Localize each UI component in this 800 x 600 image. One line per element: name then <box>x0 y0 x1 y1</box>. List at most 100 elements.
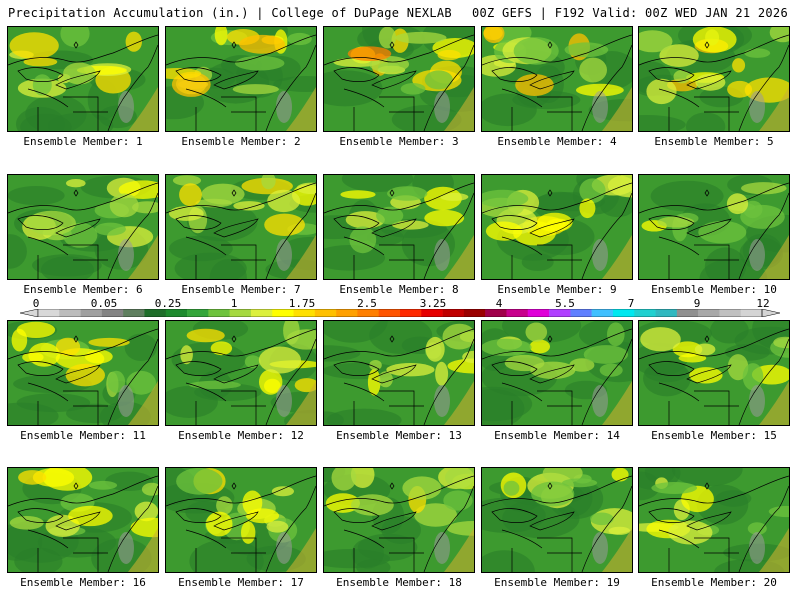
state-borders <box>501 88 582 131</box>
precip-contour-high <box>378 27 396 49</box>
colorbar-tick-label: 0.25 <box>154 297 182 310</box>
precip-contour-high <box>66 179 86 188</box>
colorbar-segment <box>378 309 401 317</box>
precip-contour-high <box>172 175 202 186</box>
coastline <box>738 44 789 131</box>
lake-marker <box>547 41 553 49</box>
state-borders <box>27 382 108 425</box>
precip-contour-low <box>209 259 247 279</box>
precip-contour-high <box>424 70 453 90</box>
ocean-region <box>128 87 158 131</box>
lake-outline <box>17 67 64 82</box>
state-borders <box>343 88 424 131</box>
precip-contour-low <box>105 471 154 491</box>
coastline <box>107 44 158 131</box>
precip-contour-high <box>214 27 228 46</box>
colorbar-segment <box>719 309 741 317</box>
lake-outline <box>55 218 101 238</box>
precip-contour-high <box>440 192 469 201</box>
coastline <box>423 192 474 279</box>
colorbar-segment <box>144 309 167 317</box>
precip-contour-low <box>273 76 316 92</box>
ensemble-member-label: Ensemble Member: 6 <box>23 283 143 296</box>
lake-marker <box>389 41 395 49</box>
ensemble-member-label: Ensemble Member: 2 <box>181 135 301 148</box>
colorbar-segment <box>38 309 60 317</box>
precip-contour-high <box>747 522 767 535</box>
lake-outline <box>333 67 380 82</box>
precip-contour-high <box>107 370 126 393</box>
precip-contour-high <box>168 206 204 221</box>
precip-contour-low <box>324 245 386 271</box>
precip-contour-trace <box>592 91 608 123</box>
ensemble-map-panel <box>165 320 317 426</box>
ocean-region <box>759 87 789 131</box>
precip-contour-trace <box>749 91 765 123</box>
ocean-region <box>128 528 158 572</box>
precip-contour-low <box>32 254 102 277</box>
border-line <box>639 34 789 66</box>
border-line <box>324 34 474 66</box>
colorbar-tick-label: 1 <box>230 297 238 310</box>
precip-contour-high <box>694 343 716 356</box>
precip-contour-high <box>201 183 245 205</box>
ocean-region <box>759 528 789 572</box>
lake-outline <box>371 70 417 90</box>
colorbar-segment <box>634 309 656 317</box>
precip-contour-high <box>425 336 445 362</box>
colorbar-tick-label: 0 <box>32 297 40 310</box>
ensemble-member-label: Ensemble Member: 8 <box>339 283 459 296</box>
lake-outline <box>55 511 101 531</box>
border-line <box>639 328 789 360</box>
ocean-region <box>759 235 789 279</box>
precip-contour-high <box>576 83 624 97</box>
colorbar-segment <box>698 309 720 317</box>
colorbar-segment <box>612 309 635 317</box>
border-line <box>8 182 158 214</box>
ensemble-member-label: Ensemble Member: 13 <box>336 429 462 442</box>
precip-contour-high <box>579 57 607 83</box>
precip-contour-low <box>639 471 660 501</box>
lake-outline <box>686 364 732 384</box>
lake-marker <box>73 41 79 49</box>
precip-contour-trace <box>749 239 765 271</box>
run-info: 00Z GEFS | F192 Valid: 00Z WED JAN 21 20… <box>471 6 788 20</box>
lake-marker <box>389 482 395 490</box>
precip-contour-high <box>446 521 474 536</box>
precip-contour-low <box>8 523 43 561</box>
colorbar-tick-label: 12 <box>756 297 770 310</box>
precip-contour-high <box>94 222 126 236</box>
lake-outline <box>648 361 695 376</box>
ensemble-map-panel <box>7 320 159 426</box>
precip-contour-trace <box>276 385 292 417</box>
precip-contour-high <box>55 337 81 357</box>
colorbar-segment <box>101 309 124 317</box>
coastline <box>107 338 158 425</box>
precip-contour-high <box>367 368 381 396</box>
precip-contour-low <box>482 550 535 572</box>
precip-contour-high <box>125 31 142 52</box>
precip-contour-trace <box>118 385 134 417</box>
precip-contour-trace <box>118 91 134 123</box>
precip-contour-high <box>376 206 404 225</box>
lake-marker <box>704 335 710 343</box>
lake-outline <box>529 364 575 384</box>
colorbar-tick-label: 4 <box>495 297 503 310</box>
precip-contour-high <box>369 360 382 371</box>
precip-map <box>8 175 158 279</box>
precip-map <box>324 27 474 131</box>
precip-contour-high <box>347 46 392 61</box>
colorbar-segment <box>549 309 571 317</box>
precip-contour-high <box>564 42 609 58</box>
ocean-region <box>602 528 632 572</box>
colorbar-tick-label: 0.05 <box>90 297 118 310</box>
precip-contour-high <box>235 55 285 71</box>
precip-contour-high <box>340 190 376 199</box>
ensemble-map-panel <box>323 320 475 426</box>
lake-outline <box>686 218 732 238</box>
precip-contour-high <box>287 32 312 46</box>
colorbar-segment <box>187 309 209 317</box>
lake-marker <box>231 335 237 343</box>
precip-contour-high <box>9 516 44 530</box>
colorbar-segment <box>336 309 358 317</box>
